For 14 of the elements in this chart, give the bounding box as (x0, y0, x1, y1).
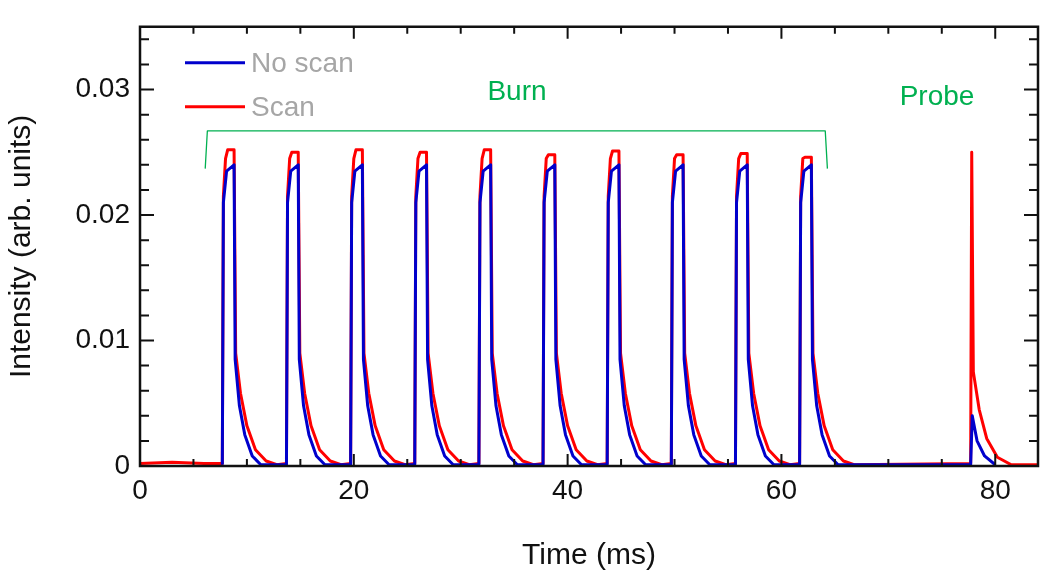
annotation: Probe (899, 79, 975, 111)
y-tick-label: 0.02 (75, 197, 130, 229)
x-tick-label: 40 (552, 473, 584, 505)
x-tick-label: 20 (338, 473, 370, 505)
legend-label: Scan (251, 90, 315, 122)
y-tick-label: 0.03 (75, 72, 130, 104)
x-tick-label: 80 (979, 473, 1011, 505)
x-tick-label: 60 (765, 473, 798, 505)
y-tick-label: 0.01 (75, 323, 130, 355)
y-tick-label: 0 (114, 448, 130, 480)
legend-label: No scan (251, 46, 354, 78)
y-axis-title: Intensity (arb. units) (3, 114, 37, 379)
annotation: Burn (487, 74, 547, 106)
x-axis-title: Time (ms) (522, 537, 656, 571)
